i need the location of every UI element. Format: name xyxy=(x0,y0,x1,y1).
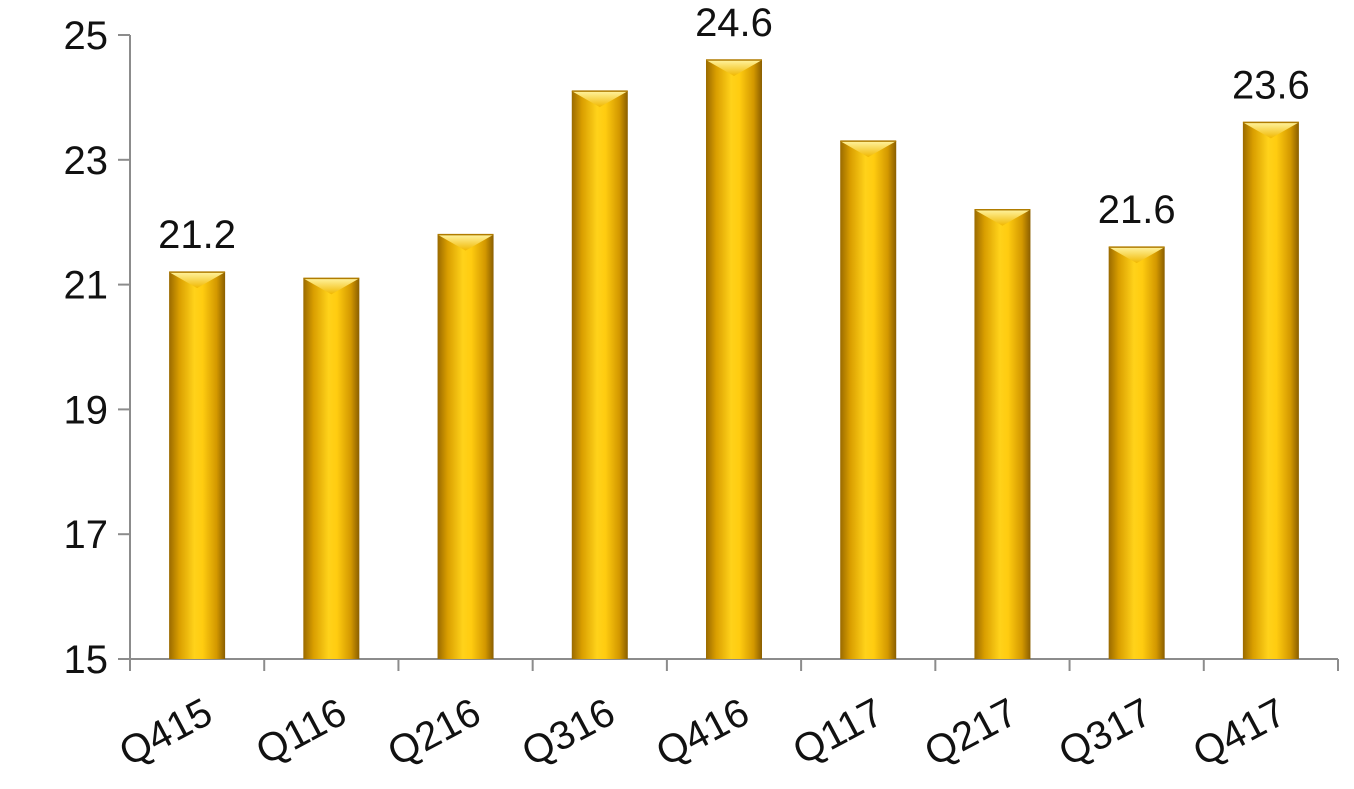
bar-cap xyxy=(437,234,494,251)
bar-Q216 xyxy=(437,233,494,659)
axes: 15 17 19 21 23 25 xyxy=(64,14,1339,682)
y-tick-label: 25 xyxy=(64,14,109,58)
bar xyxy=(571,91,628,659)
bars xyxy=(169,59,1299,660)
bar xyxy=(303,278,360,659)
bar-Q317 xyxy=(1108,246,1165,659)
bar-Q416 xyxy=(706,59,762,659)
y-tick-label: 23 xyxy=(64,139,109,183)
bar-cap xyxy=(706,59,762,76)
data-label: 21.2 xyxy=(158,213,236,257)
bar-cap xyxy=(840,141,897,158)
x-tick-label: Q317 xyxy=(1052,690,1159,775)
bar-Q116 xyxy=(303,277,360,659)
y-tick-label: 21 xyxy=(64,264,109,308)
y-tick-label: 15 xyxy=(64,638,109,682)
bar-cap xyxy=(1242,122,1299,139)
data-label: 23.6 xyxy=(1232,63,1310,107)
bar-Q316 xyxy=(571,90,628,659)
bar-cap xyxy=(169,272,226,289)
bar-Q117 xyxy=(840,140,897,659)
bar-cap xyxy=(303,278,360,295)
x-tick-label: Q117 xyxy=(786,690,890,773)
bar xyxy=(1108,247,1165,659)
x-tick-label: Q417 xyxy=(1186,690,1293,775)
bar xyxy=(169,272,226,659)
bar xyxy=(1242,122,1299,660)
y-tick-label: 19 xyxy=(64,388,109,432)
y-tick-label: 17 xyxy=(64,513,109,557)
x-tick-label: Q316 xyxy=(515,690,622,775)
bar-cap xyxy=(1108,247,1165,264)
bar xyxy=(840,141,897,659)
x-tick-label: Q416 xyxy=(649,690,756,775)
x-tick-label: Q415 xyxy=(112,690,219,775)
x-tick-label: Q116 xyxy=(249,690,353,773)
bar-Q417 xyxy=(1242,121,1299,660)
bar xyxy=(974,209,1031,659)
bar-Q415 xyxy=(169,271,226,659)
data-label: 21.6 xyxy=(1098,188,1176,232)
bar xyxy=(706,59,762,659)
x-tick-label: Q217 xyxy=(918,690,1025,775)
bar xyxy=(437,234,494,659)
bar-cap xyxy=(571,91,628,108)
data-label: 24.6 xyxy=(695,1,773,45)
bar-Q217 xyxy=(974,208,1031,659)
x-tick-label: Q216 xyxy=(381,690,488,775)
bar-cap xyxy=(974,209,1031,226)
